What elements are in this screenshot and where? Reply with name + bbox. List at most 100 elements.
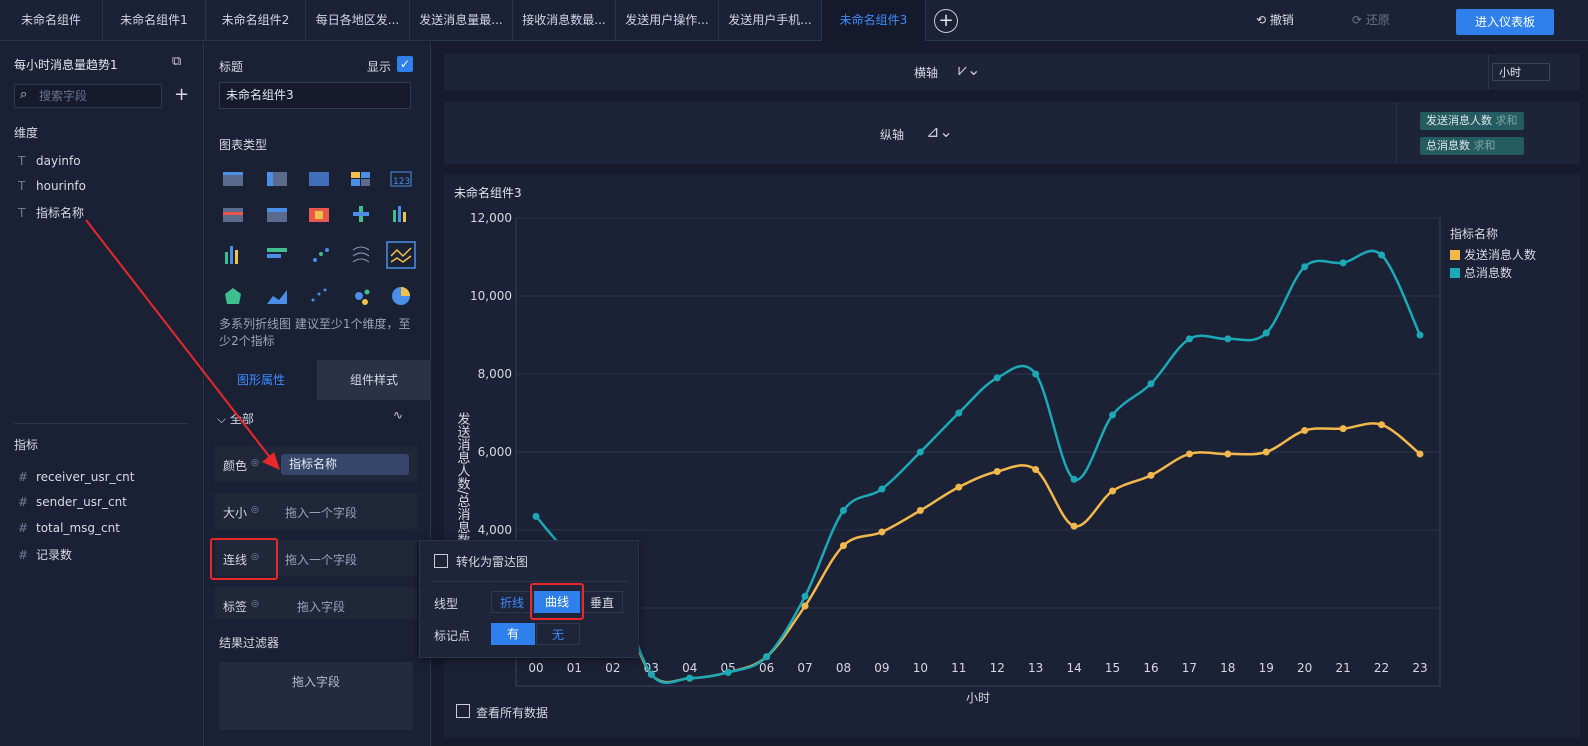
data-point xyxy=(1185,450,1193,458)
data-point xyxy=(1147,471,1155,479)
text-type-icon: T xyxy=(18,179,26,193)
x-tick-label: 15 xyxy=(1105,661,1120,675)
color-field-chip[interactable]: 指标名称 xyxy=(281,454,409,475)
title-label: 标题 xyxy=(219,60,244,74)
line-type-curve[interactable]: 曲线 xyxy=(534,591,580,613)
x-tick-label: 13 xyxy=(1028,661,1043,675)
y-field-name: 发送消息人数 xyxy=(1426,114,1492,127)
x-tick-label: 00 xyxy=(528,661,543,675)
dimension-label: dayinfo xyxy=(36,154,81,168)
settings-icon[interactable]: ◎ xyxy=(251,505,259,515)
tab-component-style[interactable]: 组件样式 xyxy=(317,360,431,400)
data-point xyxy=(878,485,886,493)
settings-icon[interactable]: ◎ xyxy=(251,599,259,609)
metric-label: 记录数 xyxy=(36,548,73,562)
data-point xyxy=(993,468,1001,475)
x-axis-type-icon[interactable]: ⩗⌄ xyxy=(958,60,981,79)
y-field-chip-2[interactable]: 总消息数 求和 xyxy=(1420,137,1524,155)
number-type-icon: # xyxy=(18,495,29,509)
tab-component-3[interactable]: 每日各地区发... xyxy=(306,0,410,41)
chart-title: 未命名组件3 xyxy=(454,186,522,200)
marker-no[interactable]: 无 xyxy=(536,623,580,645)
data-point xyxy=(1339,425,1347,433)
x-axis-title: 小时 xyxy=(966,691,990,705)
text-type-icon: T xyxy=(18,206,26,220)
tab-component-4[interactable]: 发送消息量最... xyxy=(410,0,513,41)
tag-row: 标签 ◎ 拖入字段 xyxy=(215,587,417,619)
number-type-icon: # xyxy=(18,521,29,535)
marker-label: 标记点 xyxy=(434,629,471,643)
metric-item[interactable]: # total_msg_cnt xyxy=(18,521,120,535)
y-tick-label: 8,000 xyxy=(478,367,512,381)
x-tick-label: 08 xyxy=(836,661,851,675)
dimension-item[interactable]: T 指标名称 xyxy=(18,204,84,221)
line-drop-zone[interactable]: 拖入一个字段 xyxy=(285,553,358,567)
radar-checkbox[interactable] xyxy=(434,554,448,568)
tab-component-6[interactable]: 发送用户操作... xyxy=(616,0,719,41)
top-tab-bar: 未命名组件 未命名组件1 未命名组件2 每日各地区发... 发送消息量最... … xyxy=(0,0,1588,41)
tab-component-0[interactable]: 未命名组件 xyxy=(0,0,103,41)
undo-button[interactable]: ⟲ 撤销 xyxy=(1256,0,1294,41)
line-type-label: 线型 xyxy=(434,597,459,611)
x-axis-field-chip[interactable]: 小时 xyxy=(1492,63,1550,81)
filter-drop-zone[interactable]: 拖入字段 xyxy=(219,662,413,730)
show-title-checkbox[interactable]: ✓ xyxy=(397,56,413,72)
data-point xyxy=(916,507,924,514)
tab-component-5[interactable]: 接收消息数最... xyxy=(513,0,616,41)
x-tick-label: 20 xyxy=(1297,661,1312,675)
chart-type-grid[interactable]: 123 xyxy=(219,164,419,314)
undo-icon: ⟲ xyxy=(1256,13,1270,27)
metric-item[interactable]: # sender_usr_cnt xyxy=(18,495,127,509)
metric-item[interactable]: # receiver_usr_cnt xyxy=(18,470,134,484)
data-point xyxy=(801,602,809,610)
view-all-checkbox[interactable] xyxy=(456,704,470,718)
x-tick-label: 07 xyxy=(797,661,812,675)
legend-swatch xyxy=(1450,250,1460,260)
color-row: 颜色 ◎ 指标名称 xyxy=(215,446,417,482)
x-tick-label: 22 xyxy=(1374,661,1389,675)
y-field-agg: 求和 xyxy=(1473,139,1496,152)
add-tab-icon[interactable]: + xyxy=(934,9,958,33)
tab-component-active[interactable]: 未命名组件3 xyxy=(822,0,926,41)
redo-button[interactable]: ⟳ 还原 xyxy=(1352,0,1390,41)
data-point xyxy=(532,512,540,520)
tab-graph-attributes[interactable]: 图形属性 xyxy=(205,360,317,400)
y-axis-shelf: 纵轴 ⊿⌄ 发送消息人数 求和 总消息数 求和 xyxy=(444,102,1580,164)
all-series-toggle[interactable]: ⌵ 全部 xyxy=(217,410,254,427)
line-label: 连线 xyxy=(223,553,248,567)
divider xyxy=(432,581,628,582)
search-placeholder: 搜索字段 xyxy=(39,89,88,103)
settings-icon[interactable]: ◎ xyxy=(251,458,259,468)
settings-icon[interactable]: ◎ xyxy=(251,552,259,562)
line-type-broken[interactable]: 折线 xyxy=(491,591,533,613)
size-label: 大小 xyxy=(223,506,248,520)
metric-item[interactable]: # 记录数 xyxy=(18,546,72,563)
tab-component-2[interactable]: 未命名组件2 xyxy=(206,0,306,41)
title-input[interactable]: 未命名组件3 xyxy=(219,82,411,109)
enter-dashboard-button[interactable]: 进入仪表板 xyxy=(1456,9,1554,35)
marker-yes[interactable]: 有 xyxy=(491,623,535,645)
switch-dataset-icon[interactable]: ⧉ xyxy=(172,54,182,69)
dimension-label: 指标名称 xyxy=(36,206,85,220)
y-tick-label: 12,000 xyxy=(470,211,512,225)
data-point xyxy=(763,653,771,661)
data-point xyxy=(1262,329,1270,337)
y-field-chip-1[interactable]: 发送消息人数 求和 xyxy=(1420,112,1524,130)
x-tick-label: 09 xyxy=(874,661,889,675)
line-type-vertical[interactable]: 垂直 xyxy=(581,591,623,613)
legend-label: 发送消息人数 xyxy=(1464,247,1536,262)
data-point xyxy=(1147,380,1155,388)
y-axis-type-icon[interactable]: ⊿⌄ xyxy=(926,122,953,141)
tab-component-1[interactable]: 未命名组件1 xyxy=(103,0,206,41)
y-field-agg: 求和 xyxy=(1495,114,1518,127)
all-label: 全部 xyxy=(229,412,254,426)
size-drop-zone[interactable]: 拖入一个字段 xyxy=(285,506,358,520)
data-point xyxy=(1416,450,1424,458)
search-input[interactable]: ⌕ 搜索字段 xyxy=(14,84,162,108)
divider xyxy=(1488,54,1489,90)
tab-component-7[interactable]: 发送用户手机... xyxy=(719,0,822,41)
tag-drop-zone[interactable]: 拖入字段 xyxy=(297,600,346,614)
add-field-icon[interactable]: + xyxy=(174,84,190,105)
